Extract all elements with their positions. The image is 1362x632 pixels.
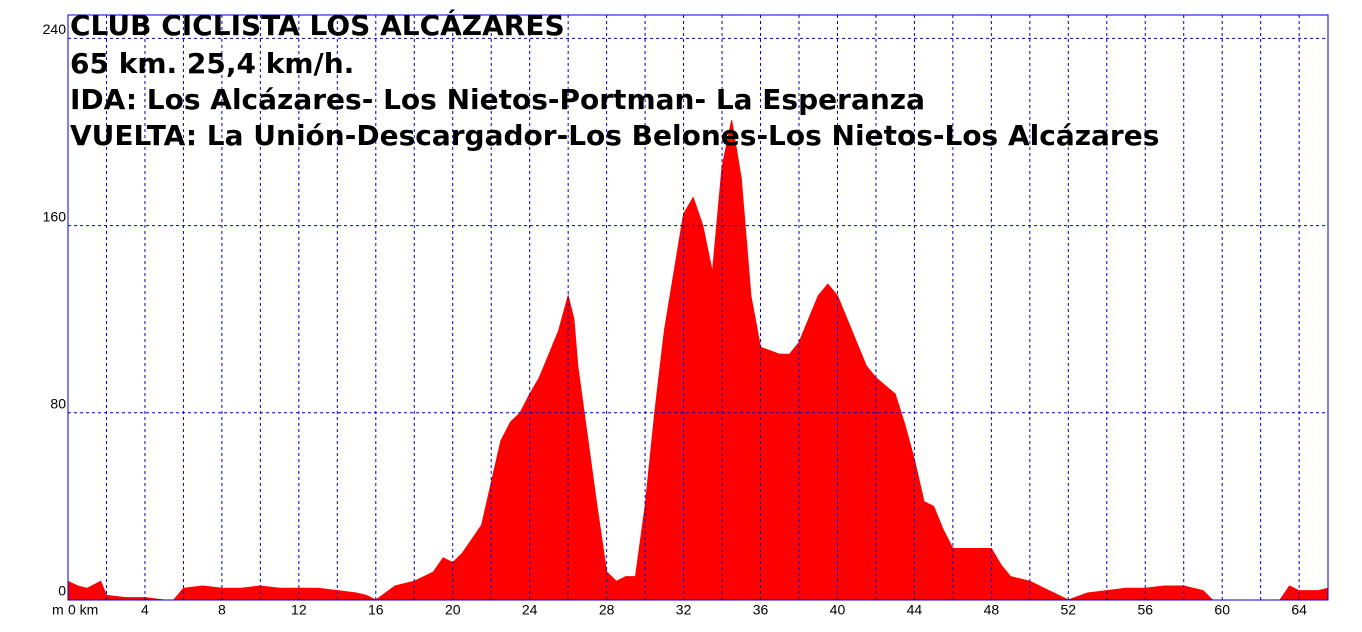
y-tick-label: 160 <box>43 208 67 224</box>
annotation: VUELTA: La Unión-Descargador-Los Belones… <box>70 119 1159 152</box>
x-tick-label: 60 <box>1214 602 1230 618</box>
x-tick-label: 36 <box>753 602 769 618</box>
x-tick-label: 16 <box>368 602 384 618</box>
x-tick-label: 64 <box>1291 602 1307 618</box>
x-tick-label: 4 <box>141 602 149 618</box>
x-tick-label: 12 <box>291 602 307 618</box>
y-axis-label: m <box>52 602 64 618</box>
x-tick-label: 40 <box>830 602 846 618</box>
x-tick-label: 20 <box>445 602 461 618</box>
x-tick-label: 44 <box>907 602 923 618</box>
chart-title: CLUB CICLISTA LOS ALCÁZARES <box>70 8 565 42</box>
elevation-area <box>67 120 1329 601</box>
x-tick-label: 32 <box>676 602 692 618</box>
x-tick-label: 52 <box>1061 602 1077 618</box>
annotation: 65 km. 25,4 km/h. <box>70 47 354 80</box>
annotation: IDA: Los Alcázares- Los Nietos-Portman- … <box>70 83 925 116</box>
x-tick-label: 8 <box>218 602 226 618</box>
plot-border <box>67 14 1329 601</box>
x-tick-label: 28 <box>599 602 615 618</box>
x-tick-label: 24 <box>522 602 538 618</box>
y-tick-label: 240 <box>43 21 67 37</box>
y-tick-label: 0 <box>58 583 66 599</box>
x-tick-label: 48 <box>984 602 1000 618</box>
x-tick-label: 0 km <box>68 602 98 618</box>
y-tick-label: 80 <box>50 396 66 412</box>
x-tick-label: 56 <box>1137 602 1153 618</box>
